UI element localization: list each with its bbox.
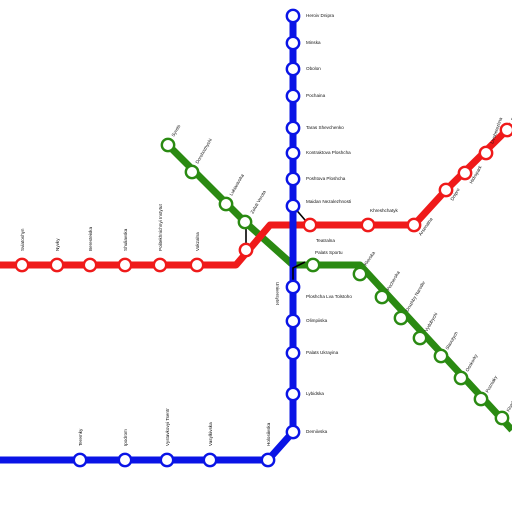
station-kharkivska-circle-icon[interactable] — [494, 410, 510, 426]
station-label-nyvky: Nyvky — [55, 238, 60, 251]
station-label-vokzalna: Vokzalna — [195, 232, 200, 251]
station-vokzalna-circle-icon[interactable] — [189, 257, 205, 273]
station-kontraktova-ploshcha-circle-icon[interactable] — [285, 145, 301, 161]
station-label-dorohozhychi: Dorohozhychi — [195, 138, 213, 165]
station-label-poshtova-ploshcha: Poshtova Ploshcha — [306, 176, 346, 181]
station-label-teatralna: Teatralna — [316, 238, 335, 243]
station-lukianivska-circle-icon[interactable] — [218, 196, 234, 212]
station-livoberezhna-circle-icon[interactable] — [478, 145, 494, 161]
station-label-klovska: Klovska — [363, 250, 377, 266]
station-politekhnichnyi-instytut-circle-icon[interactable] — [152, 257, 168, 273]
station-label-taras-shevchenko: Taras Shevchenko — [306, 125, 344, 130]
station-label-vydubychi: Vydubychi — [424, 312, 439, 333]
red-line-track — [0, 122, 512, 269]
station-label-pochaina: Pochaina — [306, 93, 326, 98]
station-label-politekhnichnyi-instytut: Politekhnichnyi Instytut — [158, 204, 163, 251]
station-label-zoloti-vorota: Zoloti Vorota — [250, 189, 267, 214]
station-vydubychi-circle-icon[interactable] — [412, 330, 428, 346]
station-palats-ukrayina-circle-icon[interactable] — [285, 345, 301, 361]
station-beresteiska-circle-icon[interactable] — [82, 257, 98, 273]
station-label-beresteiska: Beresteiska — [88, 227, 93, 251]
station-osokorky-circle-icon[interactable] — [453, 370, 469, 386]
station-label-druzhby-narodiv: Druzhby Narodiv — [405, 280, 427, 313]
station-label-palats-ukrayina: Palats Ukrayina — [306, 350, 339, 355]
station-label-pozniaky: Pozniaky — [485, 374, 499, 393]
station-vasylkivska-circle-icon[interactable] — [202, 452, 218, 468]
station-demiivska-circle-icon[interactable] — [285, 424, 301, 440]
station-label-khreshchatyk: Khreshchatyk — [370, 208, 399, 213]
station-label-universytet: Universytet — [275, 282, 280, 306]
station-label-syrets: Syrets — [171, 123, 182, 137]
station-label-kharkivska: Kharkivska — [506, 390, 512, 412]
station-druzhby-narodiv-circle-icon[interactable] — [393, 310, 409, 326]
station-ipodrom-circle-icon[interactable] — [117, 452, 133, 468]
station-label-minska: Minska — [306, 40, 321, 45]
station-pozniaky-circle-icon[interactable] — [473, 391, 489, 407]
station-arsenalna-circle-icon[interactable] — [406, 217, 422, 233]
station-label-dnipro: Dnipro — [450, 187, 461, 202]
station-olimpiiska-circle-icon[interactable] — [285, 313, 301, 329]
blue-line-track — [0, 12, 297, 464]
station-heroiv-dnipra-circle-icon[interactable] — [285, 8, 301, 24]
station-label-lukianivska: Lukianivska — [229, 173, 246, 197]
station-label-demiivska: Demiivska — [306, 429, 328, 434]
station-label-vystavkovyi-tsentr: Vystavkovyi Tsentr — [165, 408, 170, 446]
station-syrets-circle-icon[interactable] — [160, 137, 176, 153]
station-universytet-circle-icon[interactable] — [238, 242, 254, 258]
station-maidan-nezalezhnosti-circle-icon[interactable] — [285, 198, 301, 214]
station-label-kontraktova-ploshcha: Kontraktova Ploshcha — [306, 150, 351, 155]
station-label-vasylkivska: Vasylkivska — [208, 422, 213, 446]
station-dnipro-circle-icon[interactable] — [438, 182, 454, 198]
station-dorohozhychi-circle-icon[interactable] — [184, 164, 200, 180]
green-line-track — [165, 142, 512, 433]
station-label-ploshcha-lva-tolstoho: Ploshcha Lva Tolstoho — [306, 294, 352, 299]
station-zoloti-vorota-circle-icon[interactable] — [237, 214, 253, 230]
station-label-lybidska: Lybidska — [306, 391, 324, 396]
station-darnytsia-circle-icon[interactable] — [499, 122, 512, 138]
station-label-obolon: Obolon — [306, 66, 321, 71]
station-label-shuliavska: Shuliavska — [123, 228, 128, 251]
station-minska-circle-icon[interactable] — [285, 35, 301, 51]
station-label-olimpiiska: Olimpiiska — [306, 318, 328, 323]
lines-layer — [0, 12, 512, 464]
station-teatralna-circle-icon[interactable] — [302, 217, 318, 233]
station-shuliavska-circle-icon[interactable] — [117, 257, 133, 273]
station-slavutych-circle-icon[interactable] — [433, 348, 449, 364]
station-holosiivska-circle-icon[interactable] — [260, 452, 276, 468]
stations-layer — [14, 8, 512, 468]
station-obolon-circle-icon[interactable] — [285, 61, 301, 77]
station-sviatoshyn-circle-icon[interactable] — [14, 257, 30, 273]
station-label-ipodrom: Ipodrom — [123, 429, 128, 446]
station-ploshcha-lva-tolstoho-circle-icon[interactable] — [285, 279, 301, 295]
station-label-heroiv-dnipra: Heroiv Dnipra — [306, 13, 335, 18]
station-label-holosiivska: Holosiivska — [266, 422, 271, 446]
station-label-palats-sportu: Palats Sportu — [315, 250, 343, 255]
station-label-slavutych: Slavutych — [445, 330, 460, 350]
station-taras-shevchenko-circle-icon[interactable] — [285, 120, 301, 136]
station-hidropark-circle-icon[interactable] — [457, 165, 473, 181]
station-khreshchatyk-circle-icon[interactable] — [360, 217, 376, 233]
station-nyvky-circle-icon[interactable] — [49, 257, 65, 273]
station-pecherska-circle-icon[interactable] — [374, 289, 390, 305]
station-teremky-circle-icon[interactable] — [72, 452, 88, 468]
station-label-osokorky: Osokorky — [465, 353, 479, 373]
station-label-maidan-nezalezhnosti: Maidan Nezalezhnosti — [306, 199, 351, 204]
station-vystavkovyi-tsentr-circle-icon[interactable] — [159, 452, 175, 468]
station-poshtova-ploshcha-circle-icon[interactable] — [285, 171, 301, 187]
station-label-sviatoshyn: Sviatoshyn — [20, 228, 25, 251]
station-lybidska-circle-icon[interactable] — [285, 386, 301, 402]
station-palats-sportu-circle-icon[interactable] — [305, 257, 321, 273]
station-pochaina-circle-icon[interactable] — [285, 88, 301, 104]
station-klovska-circle-icon[interactable] — [352, 266, 368, 282]
station-label-teremky: Teremky — [78, 428, 83, 446]
station-label-pecherska: Pecherska — [386, 270, 401, 292]
